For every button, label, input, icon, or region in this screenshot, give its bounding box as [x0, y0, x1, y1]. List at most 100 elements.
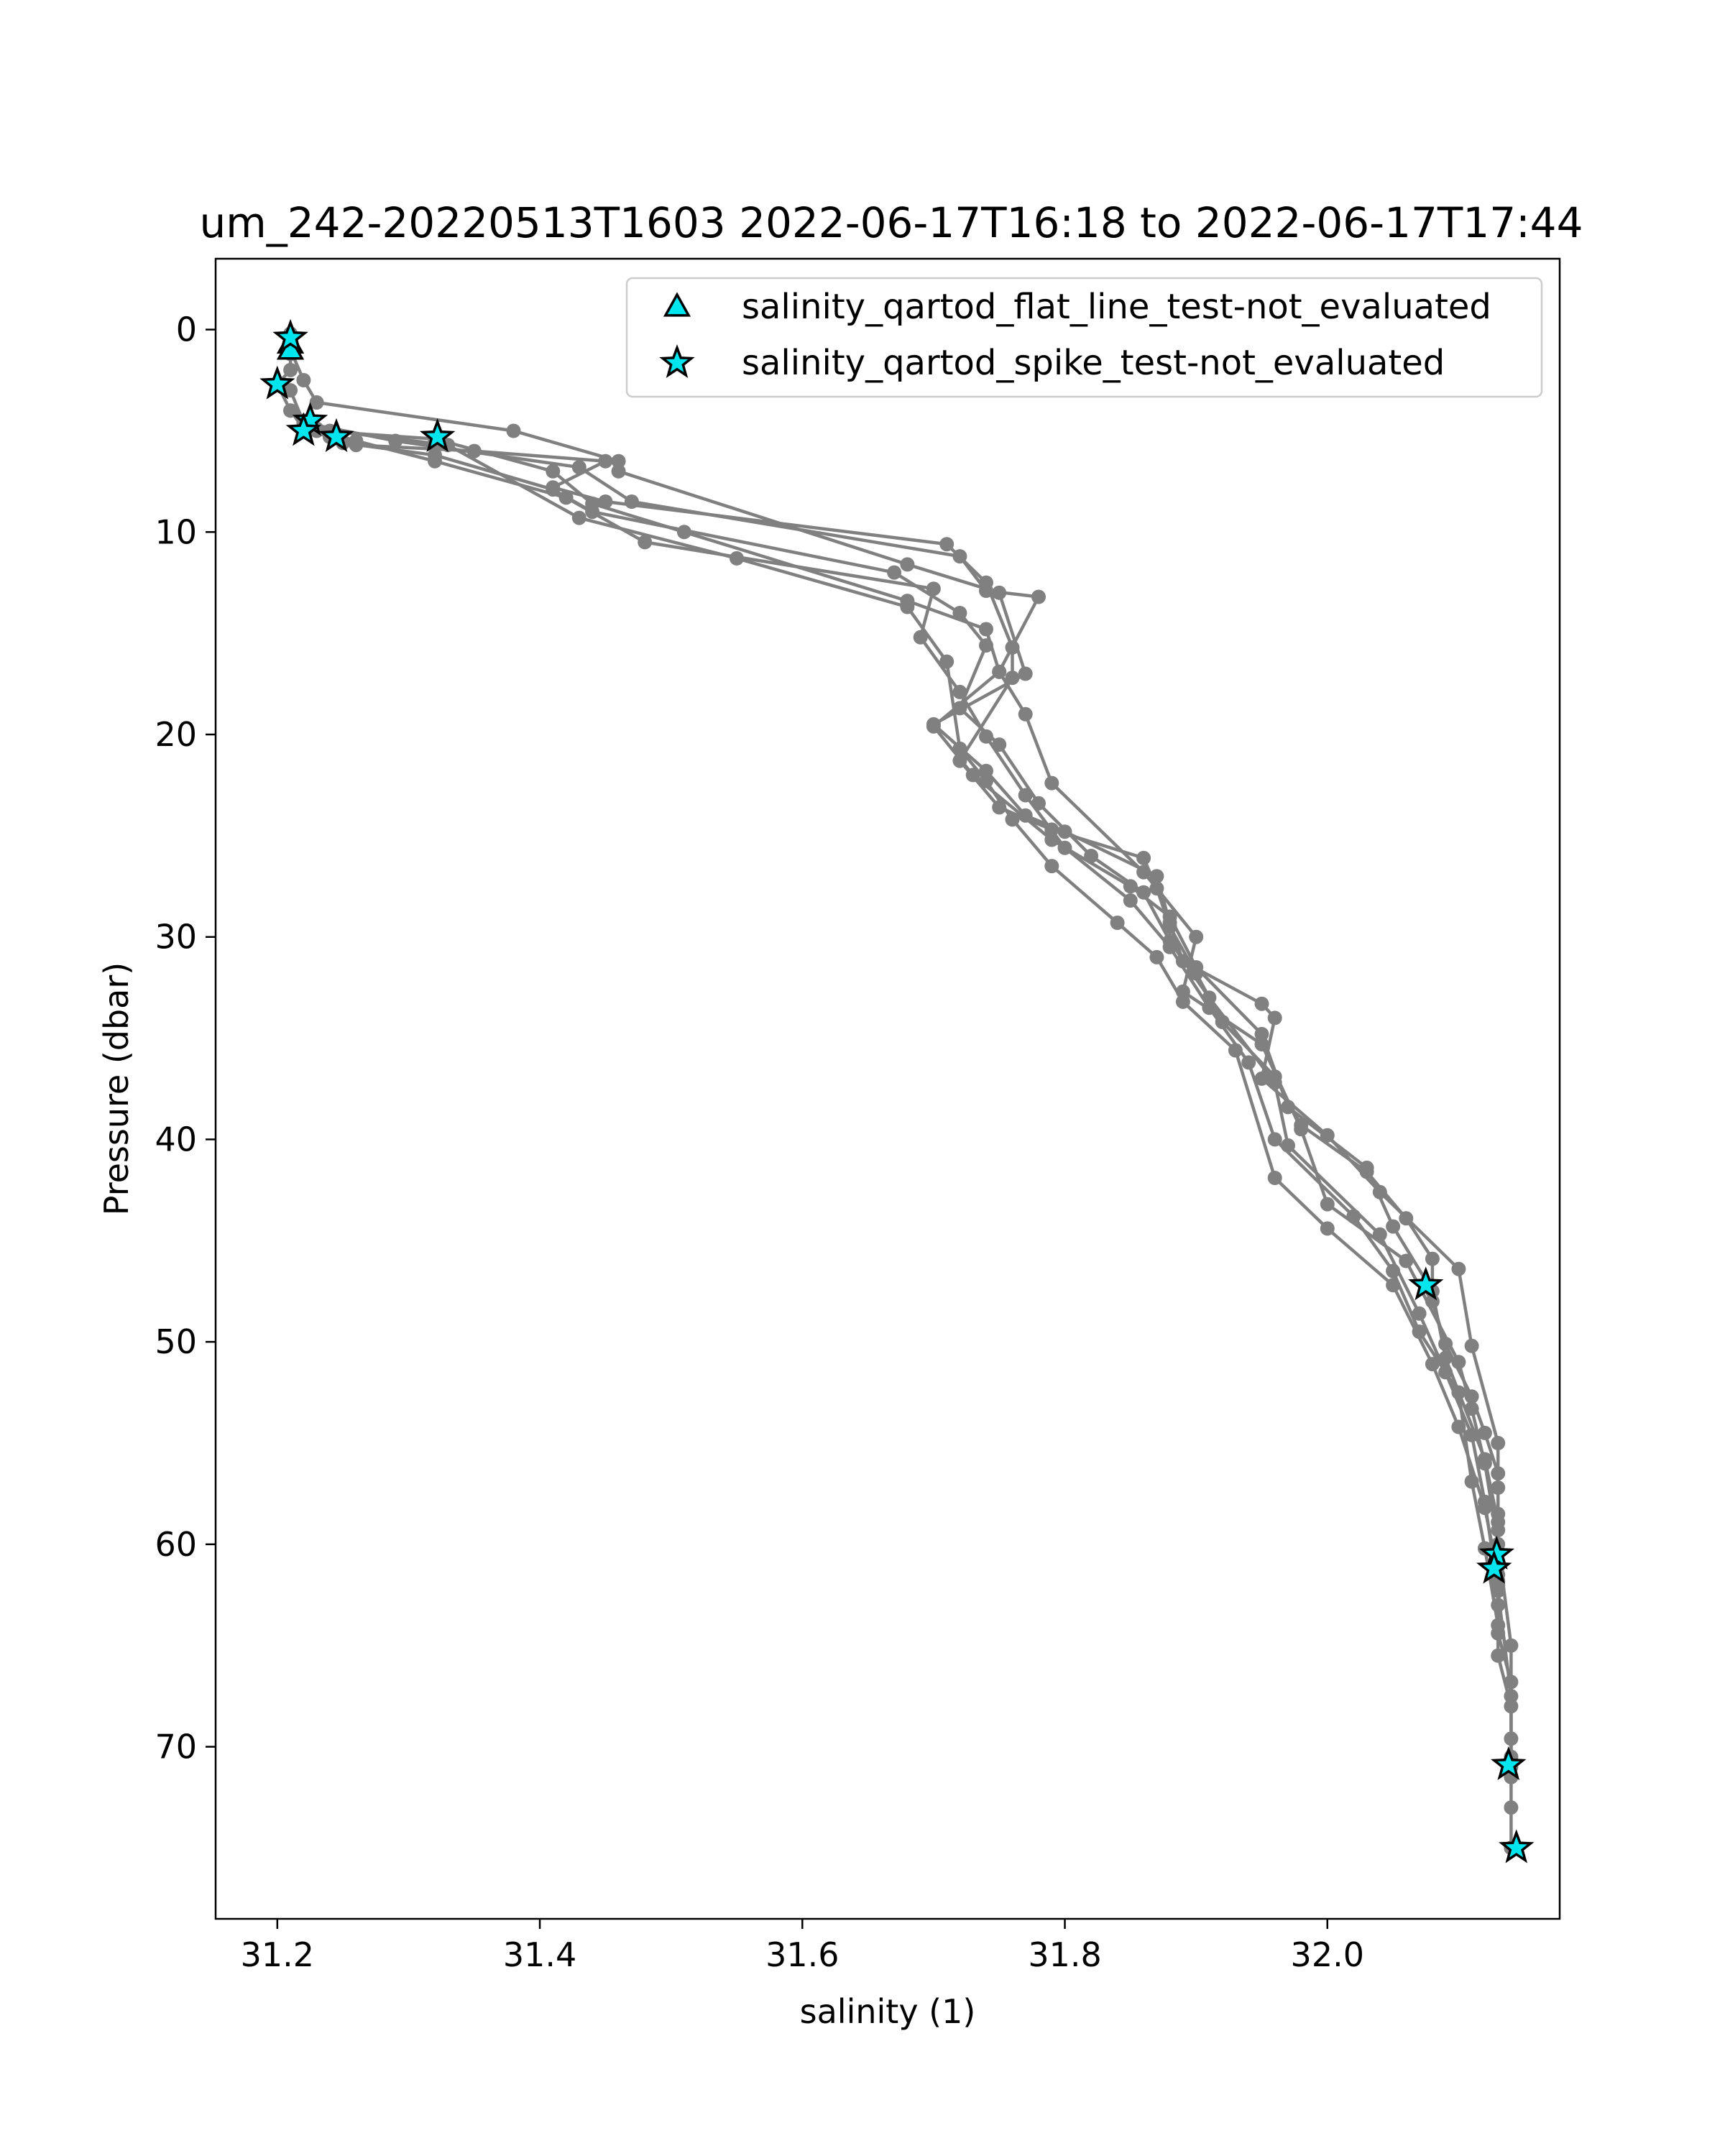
profile-point [1359, 1160, 1374, 1175]
profile-point [952, 684, 967, 699]
profile-point [1281, 1100, 1295, 1115]
profile-point [1031, 589, 1046, 604]
profile-point [1110, 916, 1125, 930]
profile-point [1504, 1638, 1519, 1653]
profile-point [1491, 1514, 1506, 1529]
profile-point [926, 581, 941, 596]
profile-point [611, 453, 626, 469]
profile-point [979, 773, 993, 788]
y-tick-label: 30 [155, 918, 197, 957]
legend-label: salinity_qartod_spike_test-not_evaluated [742, 343, 1445, 383]
profile-point [1451, 1385, 1466, 1400]
y-tick-label: 70 [155, 1728, 197, 1766]
profile-point [730, 550, 744, 566]
star-marker [1408, 1266, 1444, 1301]
legend-entry: salinity_qartod_flat_line_test-not_evalu… [663, 287, 1491, 327]
profile-point [1425, 1251, 1440, 1266]
profile-point [1477, 1425, 1492, 1440]
profile-point [1005, 812, 1020, 827]
profile-point [1189, 960, 1204, 975]
profile-point [1241, 1055, 1256, 1070]
profile-point [349, 433, 364, 448]
profile-point [913, 630, 928, 645]
profile-point [952, 549, 967, 564]
profile-point [1267, 1132, 1282, 1147]
profile-point [887, 565, 902, 580]
profile-line [289, 390, 1513, 1757]
profile-point [1123, 879, 1138, 894]
profile-point [1018, 706, 1033, 722]
profile-point [1202, 1000, 1217, 1015]
y-tick-label: 60 [155, 1525, 197, 1564]
profile-series-3 [283, 383, 1519, 1764]
profile-point [1464, 1338, 1479, 1353]
profile-point [1294, 1122, 1309, 1137]
profile-point [1491, 1436, 1506, 1450]
profile-point [1267, 1171, 1282, 1185]
profile-point [952, 741, 967, 756]
y-tick-label: 40 [155, 1120, 197, 1158]
profile-point [1425, 1357, 1440, 1372]
y-tick-label: 20 [155, 715, 197, 754]
profile-point [309, 395, 324, 410]
legend-entry: salinity_qartod_spike_test-not_evaluated [659, 343, 1445, 383]
star-marker [1476, 1549, 1512, 1584]
profile-point [1123, 893, 1138, 908]
profile-point [1504, 1800, 1519, 1815]
profile-point [1254, 1071, 1269, 1086]
profile-point [1136, 885, 1151, 900]
profile-point [571, 510, 586, 525]
x-axis: 31.2 31.4 31.6 31.8 32.0 [241, 1919, 1364, 1974]
profile-point [571, 460, 586, 475]
profile-point [1136, 850, 1151, 865]
profile-point [1267, 1010, 1282, 1026]
profile-point [546, 464, 561, 479]
profile-point [1044, 859, 1059, 874]
profile-point [1372, 1227, 1387, 1242]
star-marker [419, 418, 456, 452]
profile-point [1254, 1026, 1269, 1041]
profile-point [1412, 1306, 1427, 1321]
chart-title: um_242-20220513T1603 2022-06-17T16:18 to… [200, 198, 1583, 247]
profile-point [283, 383, 298, 398]
profile-point [1044, 775, 1059, 791]
profile-point [1386, 1219, 1401, 1234]
profile-point [1438, 1350, 1453, 1365]
x-tick-label: 31.8 [1028, 1935, 1101, 1974]
profile-point [1162, 909, 1177, 924]
legend-frame [625, 277, 1543, 398]
star-marker [318, 418, 354, 452]
x-tick-label: 31.4 [503, 1935, 576, 1974]
plot-area-frame [214, 257, 1561, 1920]
legend-label: salinity_qartod_flat_line_test-not_evalu… [742, 287, 1491, 327]
profile-point [1320, 1221, 1335, 1236]
profile-point [1149, 869, 1164, 884]
star-marker [259, 365, 295, 400]
profile-point [1057, 840, 1072, 855]
profile-line [290, 409, 1500, 1575]
profile-point [1136, 865, 1151, 880]
profile-point [979, 729, 993, 744]
profile-point [283, 403, 298, 418]
legend-triangle-marker [663, 292, 691, 317]
profile-point [992, 664, 1007, 679]
profile-point [1254, 996, 1269, 1011]
profile-point [1504, 1689, 1519, 1704]
profile-point [1451, 1355, 1466, 1370]
profile-point [1189, 929, 1204, 944]
profile-point [1451, 1419, 1466, 1434]
profile-point [1162, 939, 1177, 954]
y-axis-label: Pressure (dbar) [97, 962, 136, 1215]
profile-point [1018, 788, 1033, 803]
profile-point [1175, 994, 1190, 1009]
profile-point [428, 453, 442, 469]
profile-point [926, 719, 941, 734]
profile-point [1491, 1583, 1506, 1598]
profile-point [952, 701, 967, 716]
profile-point [939, 654, 954, 669]
profile-point [979, 584, 993, 598]
profile-point [1149, 949, 1164, 964]
profile-point [1491, 1618, 1506, 1633]
profile-point [1320, 1197, 1335, 1212]
